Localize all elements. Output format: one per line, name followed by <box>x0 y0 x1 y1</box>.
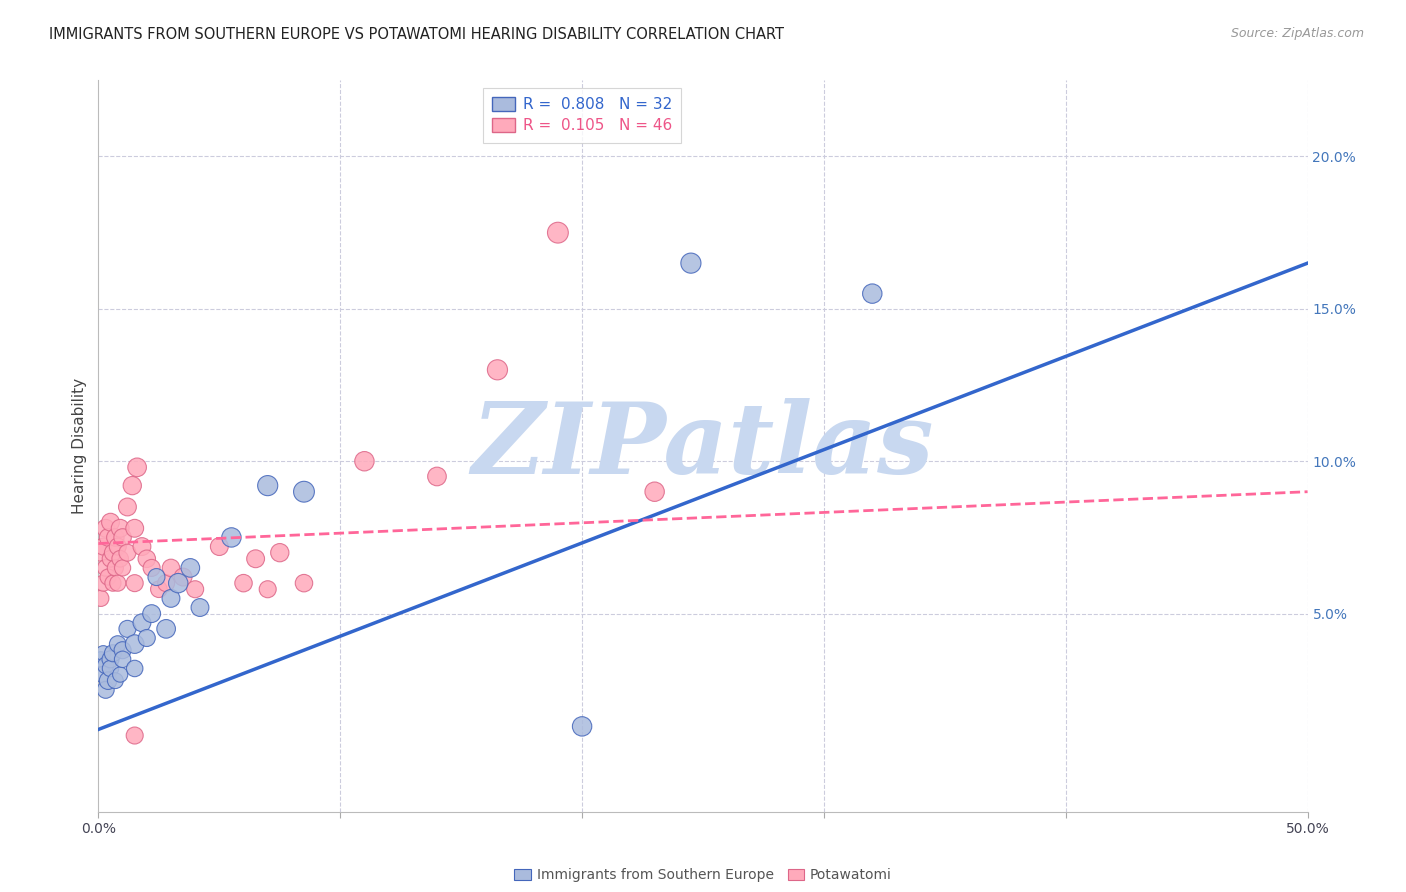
Point <box>155 622 177 636</box>
Point <box>101 646 124 660</box>
Text: IMMIGRANTS FROM SOUTHERN EUROPE VS POTAWATOMI HEARING DISABILITY CORRELATION CHA: IMMIGRANTS FROM SOUTHERN EUROPE VS POTAW… <box>49 27 785 42</box>
Point <box>148 582 170 597</box>
Point <box>91 576 114 591</box>
Point <box>94 561 117 575</box>
Point <box>135 631 157 645</box>
Point <box>547 226 569 240</box>
Y-axis label: Hearing Disability: Hearing Disability <box>72 378 87 514</box>
Point <box>208 540 231 554</box>
Point <box>111 561 134 575</box>
Point <box>100 661 122 675</box>
Point <box>160 591 183 606</box>
Point <box>141 607 163 621</box>
Point <box>426 469 449 483</box>
Point <box>111 643 134 657</box>
Point <box>179 561 201 575</box>
Point <box>104 530 127 544</box>
Point <box>90 652 112 666</box>
Point <box>141 561 163 575</box>
Point <box>111 530 134 544</box>
Point <box>155 576 177 591</box>
Point <box>167 576 190 591</box>
Point <box>90 546 112 560</box>
Point <box>124 661 146 675</box>
Point <box>107 637 129 651</box>
Point <box>111 652 134 666</box>
Point <box>188 600 211 615</box>
Point <box>91 646 114 660</box>
Point <box>104 673 127 688</box>
Point <box>108 521 131 535</box>
Point <box>101 576 124 591</box>
Point <box>94 682 117 697</box>
Point <box>107 576 129 591</box>
Point <box>97 570 120 584</box>
Point <box>117 622 139 636</box>
Point <box>121 478 143 492</box>
Point <box>97 673 120 688</box>
Point <box>184 582 207 597</box>
Point <box>269 546 291 560</box>
Point <box>131 615 153 630</box>
Point <box>860 286 883 301</box>
Point <box>97 530 120 544</box>
Point <box>100 515 122 529</box>
Text: ZIPatlas: ZIPatlas <box>472 398 934 494</box>
Point <box>256 478 278 492</box>
Legend: Immigrants from Southern Europe, Potawatomi: Immigrants from Southern Europe, Potawat… <box>509 863 897 888</box>
Point <box>124 729 146 743</box>
Point <box>679 256 702 270</box>
Point <box>486 363 509 377</box>
Point <box>91 667 114 681</box>
Point <box>135 551 157 566</box>
Point <box>127 460 149 475</box>
Point <box>100 551 122 566</box>
Point <box>107 540 129 554</box>
Point <box>117 546 139 560</box>
Point <box>94 658 117 673</box>
Point <box>145 570 167 584</box>
Point <box>221 530 243 544</box>
Point <box>353 454 375 468</box>
Point <box>644 484 666 499</box>
Point <box>124 637 146 651</box>
Text: Source: ZipAtlas.com: Source: ZipAtlas.com <box>1230 27 1364 40</box>
Point <box>131 540 153 554</box>
Point <box>90 591 112 606</box>
Point <box>108 551 131 566</box>
Point <box>91 540 114 554</box>
Point <box>124 521 146 535</box>
Point <box>571 719 593 733</box>
Point <box>245 551 267 566</box>
Point <box>100 652 122 666</box>
Point <box>232 576 254 591</box>
Point <box>292 484 315 499</box>
Point <box>172 570 194 584</box>
Point <box>256 582 278 597</box>
Point <box>292 576 315 591</box>
Point <box>124 576 146 591</box>
Point <box>117 500 139 514</box>
Point <box>160 561 183 575</box>
Point <box>101 546 124 560</box>
Point <box>108 667 131 681</box>
Point <box>104 561 127 575</box>
Point <box>94 521 117 535</box>
